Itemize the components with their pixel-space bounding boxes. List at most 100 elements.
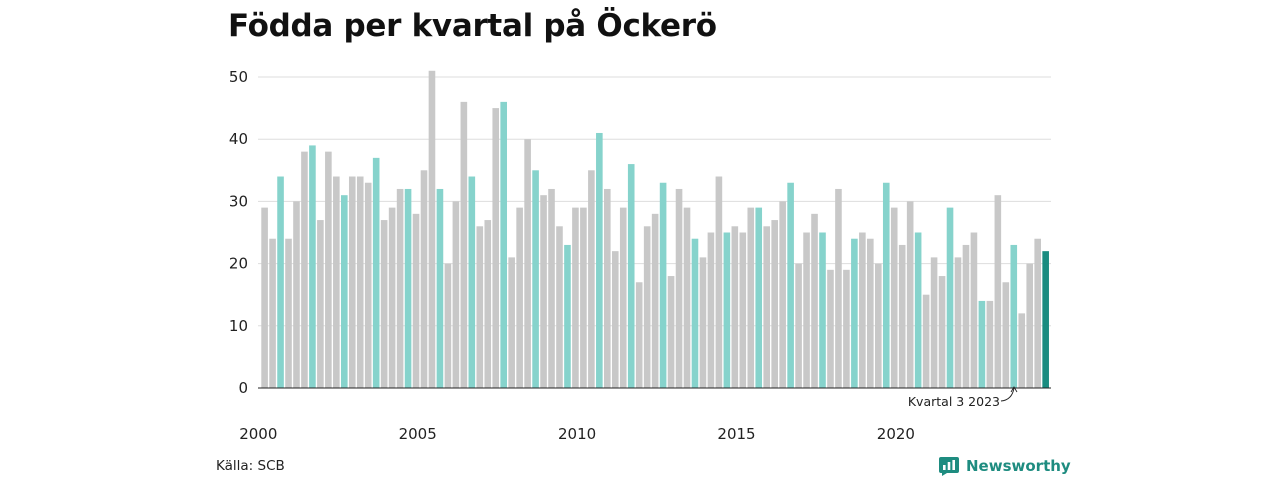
bar bbox=[994, 195, 1002, 388]
bar bbox=[540, 195, 547, 388]
bar bbox=[683, 207, 691, 388]
bar bbox=[667, 276, 675, 388]
bar bbox=[508, 257, 515, 388]
x-tick-label: 2000 bbox=[239, 425, 277, 443]
bar bbox=[548, 188, 555, 388]
bar bbox=[484, 220, 492, 388]
bar bbox=[309, 145, 316, 388]
bar bbox=[1034, 238, 1041, 388]
bar bbox=[803, 232, 810, 388]
bar bbox=[317, 220, 324, 388]
bar bbox=[524, 139, 531, 388]
brand-logo: Newsworthy bbox=[938, 455, 1071, 477]
bar bbox=[635, 282, 643, 388]
bar bbox=[460, 101, 468, 388]
annotation: Kvartal 3 2023 bbox=[908, 386, 1018, 409]
bar bbox=[325, 151, 332, 388]
bar bbox=[564, 244, 571, 388]
bar bbox=[476, 226, 484, 388]
bar bbox=[811, 213, 818, 388]
bar bbox=[986, 300, 994, 388]
bar bbox=[707, 232, 715, 388]
bar bbox=[874, 263, 882, 388]
bar bbox=[795, 263, 802, 388]
bar bbox=[779, 201, 786, 388]
bar bbox=[946, 207, 954, 388]
y-tick-label: 10 bbox=[229, 317, 248, 335]
bar bbox=[269, 238, 276, 388]
bar bbox=[341, 195, 348, 388]
bar bbox=[922, 294, 930, 388]
bar bbox=[372, 157, 380, 388]
bar bbox=[556, 226, 563, 388]
bar bbox=[962, 244, 970, 388]
bar bbox=[293, 201, 300, 388]
bar bbox=[747, 207, 755, 388]
bar bbox=[604, 188, 611, 388]
bar bbox=[436, 188, 444, 388]
bar bbox=[420, 170, 428, 388]
bar bbox=[771, 220, 778, 388]
y-tick-label: 20 bbox=[229, 255, 248, 273]
bar bbox=[723, 232, 731, 388]
bar bbox=[715, 176, 723, 388]
bar bbox=[843, 269, 850, 388]
bar bbox=[914, 232, 922, 388]
bar bbox=[468, 176, 476, 388]
bar bbox=[1002, 282, 1010, 388]
bar bbox=[580, 207, 587, 388]
y-tick-label: 40 bbox=[229, 130, 248, 148]
bar bbox=[356, 176, 364, 388]
bar bbox=[380, 220, 388, 388]
bar bbox=[301, 151, 308, 388]
annotation-arrow bbox=[1000, 387, 1015, 402]
bar bbox=[787, 182, 794, 388]
bar bbox=[492, 108, 500, 388]
bar bbox=[643, 226, 651, 388]
bar bbox=[619, 207, 627, 388]
bar bbox=[396, 188, 404, 388]
x-tick-label: 2005 bbox=[399, 425, 437, 443]
bar bbox=[731, 226, 739, 388]
bar bbox=[333, 176, 340, 388]
bar bbox=[1018, 313, 1026, 388]
y-tick-label: 30 bbox=[229, 192, 248, 210]
bar bbox=[277, 176, 284, 388]
bar bbox=[285, 238, 292, 388]
bar bbox=[938, 276, 946, 388]
bar bbox=[412, 213, 420, 388]
bar bbox=[452, 201, 460, 388]
bar bbox=[500, 101, 507, 388]
newsworthy-logo-icon bbox=[939, 457, 959, 476]
x-tick-label: 2015 bbox=[717, 425, 755, 443]
bar bbox=[699, 257, 707, 388]
bar bbox=[763, 226, 771, 388]
bar bbox=[978, 300, 986, 388]
bar bbox=[588, 170, 595, 388]
source-text: Källa: SCB bbox=[216, 458, 285, 474]
bar bbox=[691, 238, 699, 388]
annotation-label: Kvartal 3 2023 bbox=[908, 394, 1000, 409]
y-tick-label: 0 bbox=[238, 379, 248, 397]
bar bbox=[851, 238, 858, 388]
bar bbox=[627, 164, 635, 388]
bar bbox=[404, 188, 412, 388]
x-tick-label: 2020 bbox=[877, 425, 915, 443]
y-axis: 0 10 20 30 40 50 bbox=[229, 68, 248, 397]
bar bbox=[659, 182, 667, 388]
bar bbox=[890, 207, 898, 388]
bar bbox=[906, 201, 914, 388]
brand-name: Newsworthy bbox=[966, 457, 1071, 475]
bar bbox=[827, 269, 834, 388]
bar bbox=[596, 132, 603, 388]
bar bbox=[572, 207, 579, 388]
bar bbox=[930, 257, 938, 388]
bar bbox=[516, 207, 523, 388]
bar bbox=[898, 244, 906, 388]
bar bbox=[651, 213, 659, 388]
annotation-arrowhead bbox=[1010, 386, 1018, 393]
bar bbox=[428, 70, 436, 388]
bar bbox=[348, 176, 356, 388]
x-axis: 2000 2005 2010 2015 2020 bbox=[239, 425, 915, 443]
